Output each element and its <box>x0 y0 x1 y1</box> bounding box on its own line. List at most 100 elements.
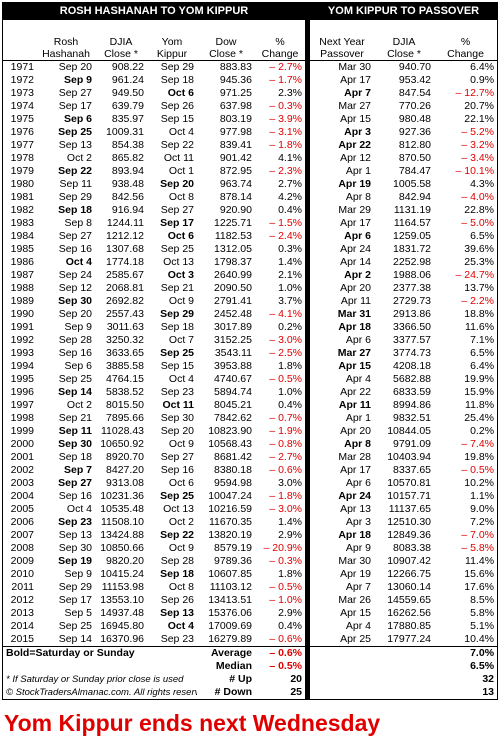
separator <box>305 295 311 308</box>
cell: 977.98 <box>219 126 252 138</box>
cell: 2.9% <box>278 529 303 541</box>
cell: – 1.7% <box>269 74 303 86</box>
cell: 17977.24 <box>387 633 432 645</box>
cell: Sep 27 <box>58 477 92 489</box>
cell: 9313.08 <box>106 477 144 489</box>
cell: – 10.1% <box>455 165 495 177</box>
cell: 2729.73 <box>393 295 432 307</box>
separator <box>305 191 311 204</box>
cell: 11670.35 <box>208 516 252 528</box>
cell: Apr 8 <box>344 438 372 450</box>
data-row: 1991 Sep 9 3011.63 Sep 18 3017.89 0.2% Apr 18 3… <box>3 321 497 334</box>
cell: Sep 16 <box>58 243 92 255</box>
cell: 22.1% <box>464 113 495 125</box>
cell: – 1.9% <box>269 425 303 437</box>
cell: Sep 18 <box>58 451 92 463</box>
cell: Oct 2 <box>168 516 194 528</box>
cell: Sep 24 <box>58 269 92 281</box>
year: 2003 <box>10 477 34 489</box>
year: 1984 <box>10 230 34 242</box>
cell: Apr 8 <box>345 191 372 203</box>
cell: Sep 18 <box>160 568 194 580</box>
cell: Sep 13 <box>58 139 92 151</box>
cell: Apr 7 <box>344 87 372 99</box>
cell: Oct 13 <box>163 503 194 515</box>
cell: 11028.43 <box>100 425 144 437</box>
cell: 7.1% <box>470 334 495 346</box>
cell: Apr 18 <box>338 529 372 541</box>
year: 1971 <box>10 61 34 73</box>
data-row: 2007 Sep 13 13424.88 Sep 22 13820.19 2.9% Apr … <box>3 529 497 542</box>
cell: Sep 25 <box>160 490 194 502</box>
cell: 9.0% <box>470 503 495 515</box>
separator <box>305 126 311 139</box>
cell: Sep 23 <box>58 516 92 528</box>
cell: 19.9% <box>464 373 495 385</box>
cell: Sep 15 <box>160 360 194 372</box>
column-header-line: Change <box>261 48 299 60</box>
cell: 3.7% <box>278 295 303 307</box>
stat-right: 13 <box>482 686 495 698</box>
year: 1981 <box>10 191 34 203</box>
column-header-line: Dow <box>215 36 237 48</box>
cell: 10650.92 <box>100 438 144 450</box>
year: 1998 <box>10 412 34 424</box>
year: 1978 <box>10 152 34 164</box>
right-title: YOM KIPPUR TO PASSOVER <box>310 3 498 20</box>
cell: 10047.24 <box>208 490 252 502</box>
cell: 1831.72 <box>393 243 432 255</box>
cell: Sep 22 <box>58 165 92 177</box>
cell: 908.22 <box>111 61 144 73</box>
cell: Sep 11 <box>58 425 92 437</box>
cell: Sep 18 <box>160 74 194 86</box>
cell: Apr 15 <box>338 360 372 372</box>
cell: 8380.18 <box>214 464 252 476</box>
cell: 13553.10 <box>100 594 144 606</box>
cell: Sep 21 <box>160 282 194 294</box>
year: 1994 <box>10 360 34 372</box>
cell: Oct 6 <box>167 87 194 99</box>
cell: – 3.0% <box>269 503 303 515</box>
separator <box>305 347 311 360</box>
stat-label: # Down <box>214 686 252 698</box>
cell: Oct 4 <box>66 503 92 515</box>
cell: 20.7% <box>464 100 495 112</box>
column-header-line: Change <box>447 48 484 60</box>
data-row: 2000 Sep 30 10650.92 Oct 9 10568.43 – 0.8% Apr… <box>3 438 497 451</box>
column-header: Yom Kippur <box>147 20 197 61</box>
cell: Sep 23 <box>160 633 194 645</box>
cell: 17.6% <box>464 581 495 593</box>
cell: 10850.66 <box>100 542 144 554</box>
column-header: DJIA Close * <box>95 20 147 61</box>
year: 1979 <box>10 165 34 177</box>
stat-label: Median <box>215 660 252 672</box>
column-header: DJIA Close * <box>374 20 435 61</box>
stat-label: # Up <box>229 673 252 685</box>
data-row: 1989 Sep 30 2692.82 Oct 9 2791.41 3.7% Apr 11 2… <box>3 295 497 308</box>
cell: 8337.65 <box>393 464 432 476</box>
footer-note: * If Saturday or Sunday prior close is u… <box>6 674 184 685</box>
cell: 10568.43 <box>208 438 252 450</box>
cell: – 12.7% <box>455 87 495 99</box>
cell: 803.19 <box>219 113 252 125</box>
cell: 10.4% <box>464 633 495 645</box>
data-row: 1985 Sep 16 1307.68 Sep 25 1312.05 0.3% Apr 24… <box>3 243 497 256</box>
cell: Apr 1 <box>345 165 372 177</box>
cell: – 5.0% <box>461 217 495 229</box>
cell: – 0.3% <box>269 100 303 112</box>
cell: – 0.5% <box>269 373 303 385</box>
data-row: 1979 Sep 22 893.94 Oct 1 872.95 – 2.3% Apr 1 78… <box>3 165 497 178</box>
cell: – 3.2% <box>461 139 495 151</box>
year: 2000 <box>10 438 34 450</box>
cell: Sep 13 <box>58 529 92 541</box>
cell: 980.48 <box>398 113 432 125</box>
cell: 2692.82 <box>106 295 144 307</box>
cell: 1988.06 <box>393 269 432 281</box>
separator <box>305 464 311 477</box>
separator <box>305 412 311 425</box>
year: 1972 <box>10 74 34 86</box>
cell: 3.0% <box>278 477 303 489</box>
cell: Sep 25 <box>58 373 92 385</box>
cell: – 0.8% <box>269 438 303 450</box>
cell: Oct 8 <box>168 191 194 203</box>
